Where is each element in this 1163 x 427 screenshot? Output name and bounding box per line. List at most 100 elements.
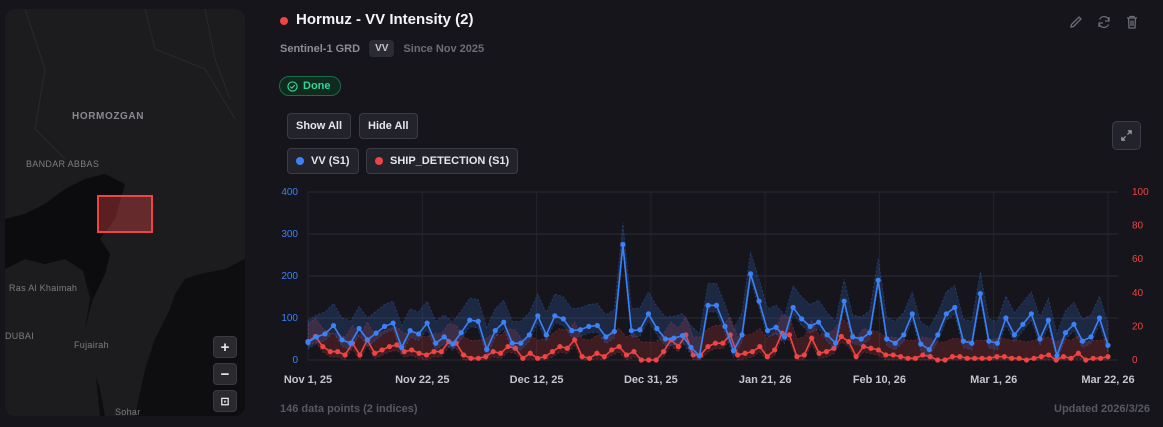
data-point[interactable]: [320, 343, 326, 350]
data-point[interactable]: [527, 350, 533, 356]
data-point[interactable]: [564, 345, 570, 351]
data-point[interactable]: [868, 345, 874, 351]
data-point[interactable]: [756, 298, 762, 304]
data-point[interactable]: [1003, 315, 1009, 321]
data-point[interactable]: [379, 347, 385, 353]
data-point[interactable]: [986, 338, 992, 344]
data-point[interactable]: [1060, 354, 1067, 360]
data-point[interactable]: [327, 349, 333, 355]
data-point[interactable]: [720, 340, 726, 346]
data-point[interactable]: [603, 334, 609, 340]
data-point[interactable]: [1088, 334, 1094, 340]
data-point[interactable]: [764, 354, 770, 360]
data-point[interactable]: [712, 340, 719, 346]
data-point[interactable]: [342, 352, 348, 358]
data-point[interactable]: [909, 311, 915, 317]
data-point[interactable]: [509, 340, 515, 346]
data-point[interactable]: [935, 332, 941, 338]
zoom-out-button[interactable]: −: [213, 363, 237, 385]
data-point[interactable]: [994, 340, 1000, 346]
data-point[interactable]: [586, 323, 592, 329]
data-point[interactable]: [884, 336, 890, 342]
aoi-rectangle[interactable]: [97, 195, 153, 233]
data-point[interactable]: [492, 328, 498, 334]
data-point[interactable]: [460, 352, 467, 358]
data-point[interactable]: [735, 352, 741, 358]
data-point[interactable]: [662, 336, 669, 342]
data-point[interactable]: [572, 337, 578, 343]
data-point[interactable]: [1016, 355, 1022, 361]
data-point[interactable]: [1096, 315, 1103, 321]
data-point[interactable]: [935, 357, 941, 363]
data-point[interactable]: [450, 341, 456, 347]
data-point[interactable]: [671, 335, 677, 341]
data-point[interactable]: [1053, 357, 1059, 363]
data-point[interactable]: [696, 353, 703, 359]
data-point[interactable]: [972, 355, 978, 361]
data-point[interactable]: [730, 348, 737, 354]
data-point[interactable]: [616, 343, 622, 350]
data-point[interactable]: [739, 332, 745, 338]
data-point[interactable]: [781, 334, 788, 340]
data-point[interactable]: [722, 323, 728, 329]
data-point[interactable]: [1023, 357, 1030, 363]
data-point[interactable]: [660, 349, 667, 355]
data-point[interactable]: [372, 350, 378, 356]
data-point[interactable]: [330, 322, 337, 329]
data-point[interactable]: [1011, 332, 1017, 338]
data-point[interactable]: [1079, 338, 1086, 344]
data-point[interactable]: [901, 332, 907, 338]
data-point[interactable]: [628, 328, 635, 334]
data-point[interactable]: [557, 343, 563, 350]
data-point[interactable]: [458, 330, 464, 336]
data-point[interactable]: [381, 323, 388, 329]
data-point[interactable]: [586, 355, 593, 361]
data-point[interactable]: [875, 347, 881, 353]
data-point[interactable]: [690, 352, 696, 358]
data-point[interactable]: [757, 343, 763, 350]
data-point[interactable]: [705, 343, 711, 350]
data-point[interactable]: [772, 347, 778, 353]
data-point[interactable]: [654, 325, 660, 332]
data-point[interactable]: [401, 349, 407, 355]
data-point[interactable]: [969, 340, 975, 346]
data-point[interactable]: [912, 355, 919, 361]
data-point[interactable]: [897, 354, 904, 360]
data-point[interactable]: [484, 346, 490, 353]
data-point[interactable]: [1028, 311, 1035, 317]
data-point[interactable]: [790, 304, 796, 311]
data-point[interactable]: [357, 352, 363, 358]
data-point[interactable]: [858, 336, 864, 342]
data-point[interactable]: [816, 350, 822, 356]
data-point[interactable]: [339, 337, 345, 343]
data-point[interactable]: [347, 340, 354, 346]
data-point[interactable]: [1083, 357, 1089, 363]
data-point[interactable]: [957, 354, 963, 360]
data-point[interactable]: [386, 343, 393, 350]
data-point[interactable]: [594, 322, 600, 329]
data-point[interactable]: [1075, 350, 1081, 356]
data-point[interactable]: [560, 316, 566, 322]
data-point[interactable]: [313, 334, 320, 340]
data-point[interactable]: [823, 349, 830, 355]
data-point[interactable]: [1105, 342, 1111, 348]
data-point[interactable]: [594, 350, 600, 356]
data-point[interactable]: [801, 352, 807, 358]
map-panel[interactable]: HORMOZGAN BANDAR ABBAS Ras Al Khaimah DU…: [5, 9, 245, 416]
data-point[interactable]: [979, 355, 985, 361]
data-point[interactable]: [390, 320, 396, 326]
data-point[interactable]: [1020, 321, 1026, 327]
data-point[interactable]: [638, 357, 644, 363]
data-point[interactable]: [833, 340, 839, 346]
data-point[interactable]: [438, 349, 444, 355]
data-point[interactable]: [423, 352, 430, 358]
data-point[interactable]: [467, 317, 473, 323]
data-point[interactable]: [816, 319, 822, 325]
data-point[interactable]: [1045, 317, 1052, 323]
data-point[interactable]: [552, 313, 558, 319]
data-point[interactable]: [416, 331, 422, 337]
data-point[interactable]: [433, 340, 439, 346]
data-point[interactable]: [942, 357, 948, 363]
data-point[interactable]: [794, 354, 800, 360]
pencil-icon[interactable]: [1068, 14, 1084, 30]
